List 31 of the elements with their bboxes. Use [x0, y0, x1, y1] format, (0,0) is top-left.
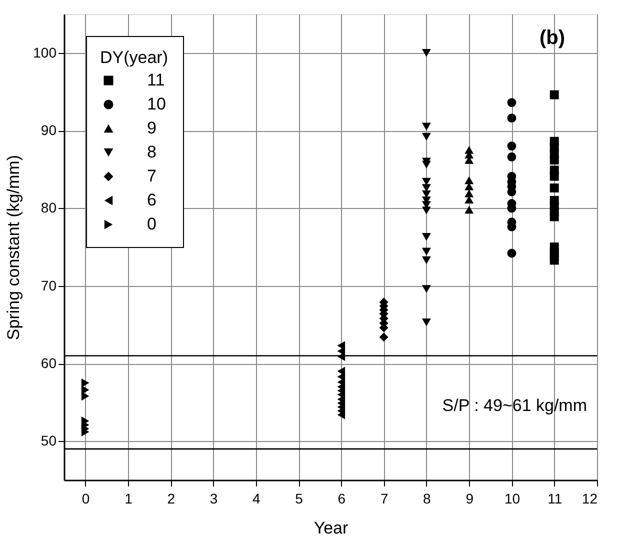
x-tick-label: 4 [252, 490, 260, 506]
y-tick-label: 70 [40, 277, 57, 294]
legend-title: DY(year) [100, 48, 168, 67]
annotation: (b) [539, 27, 565, 49]
legend-label: 10 [147, 94, 166, 114]
x-tick-label: 1 [124, 490, 133, 506]
x-axis-title: Year [314, 518, 349, 538]
x-tick-label: 0 [82, 490, 90, 506]
x-tick-label: 2 [167, 490, 176, 506]
legend-label: 8 [147, 142, 156, 162]
y-tick-label: 100 [33, 44, 57, 60]
y-tick-label: 50 [40, 432, 57, 449]
legend-label: 0 [147, 214, 156, 234]
x-tick-label: 5 [295, 490, 304, 506]
y-tick-label: 60 [40, 355, 57, 371]
legend-label: 7 [147, 166, 156, 186]
x-tick-label: 3 [210, 490, 218, 506]
x-tick-label: 10 [504, 490, 520, 506]
x-tick-label: 6 [338, 490, 346, 506]
legend-label: 6 [147, 190, 156, 210]
legend-label: 9 [147, 118, 156, 138]
y-axis-title: Spring constant (kg/mm) [4, 154, 24, 340]
y-tick-label: 80 [40, 200, 57, 216]
x-tick-label: 12 [582, 490, 598, 506]
x-tick-label: 7 [380, 490, 388, 506]
legend-label: 11 [147, 70, 165, 90]
x-tick-label: 8 [423, 490, 432, 506]
x-tick-label: 9 [466, 490, 474, 506]
y-tick-label: 90 [40, 122, 57, 138]
annotation: S/P : 49~61 kg/mm [442, 396, 587, 415]
x-tick-label: 11 [548, 490, 562, 506]
